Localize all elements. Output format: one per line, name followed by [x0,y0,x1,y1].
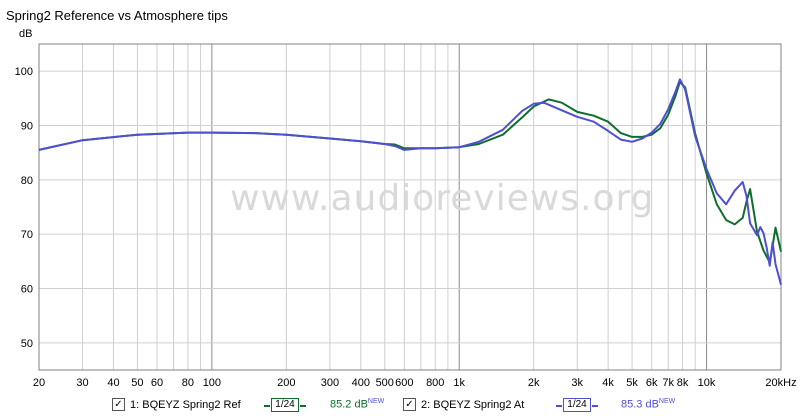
legend-item-1: ✓ 1: BQEYZ Spring2 Ref [112,398,241,411]
series-2-smoothing[interactable]: 1/24 [556,398,598,412]
legend-item-2: ✓ 2: BQEYZ Spring2 At [403,398,524,411]
series-2-level-value: 85.3 dBNEW [621,398,676,411]
y-tick-label: 80 [21,175,33,187]
y-tick-label: 90 [21,121,33,133]
x-tick-label: 500 [376,377,394,389]
y-tick-label: 70 [21,229,33,241]
x-tick-label: 10k [698,377,716,389]
series-2-smoothing-value: 1/24 [563,398,591,412]
x-tick-label: 4k [602,377,614,389]
series-2-label: 2: BQEYZ Spring2 At [421,398,525,411]
watermark-text: www.audioreviews.org [230,178,655,219]
series-2-new-tag: NEW [658,398,676,405]
series-1-smoothing[interactable]: 1/24 [264,398,306,412]
series-1-line-swatch-left [264,405,270,407]
x-tick-label: 40 [107,377,119,389]
y-axis-label: dB [19,28,33,40]
x-tick-label: 50 [131,377,143,389]
x-tick-label: 1k [453,377,465,389]
series-1-smoothing-value: 1/24 [271,398,299,412]
axis-tick-labels: 50 60 70 80 90 100 20 30 40 50 60 80 100 200 300 400 500… [15,66,797,389]
chart-title: Spring2 Reference vs Atmosphere tips [6,8,228,23]
x-tick-label: 7k [662,377,674,389]
x-tick-label: 30 [76,377,88,389]
x-tick-label: 8k [677,377,689,389]
series-1-line-swatch-right [300,405,306,407]
x-tick-label: 3k [571,377,583,389]
series-line-1 [38,81,782,264]
series-2-level: 85.3 dBNEW [621,398,675,411]
series-1-smoothing-symbol: 1/24 [264,398,306,412]
series-1-label: 1: BQEYZ Spring2 Ref [130,398,241,411]
grid-lines [38,44,782,370]
y-tick-label: 50 [21,338,33,350]
series-2-smoothing-symbol: 1/24 [556,398,598,412]
series-2-line-swatch-right [592,405,598,407]
x-tick-label: 600 [395,377,413,389]
x-tick-label: 2k [528,377,540,389]
plot-frame [38,43,782,371]
series-line-2 [38,78,782,285]
x-tick-label: 100 [203,377,221,389]
series-1-level-value: 85.2 dBNEW [330,398,385,411]
series-2-checkbox[interactable]: ✓ [403,398,416,411]
x-tick-label: 300 [321,377,339,389]
x-tick-label: 6k [646,377,658,389]
x-tick-label: 200 [277,377,295,389]
x-tick-label: 400 [352,377,370,389]
legend: ✓ 1: BQEYZ Spring2 Ref 1/24 85.2 dBNEW ✓… [0,396,800,416]
y-tick-label: 60 [21,284,33,296]
series-lines [38,78,782,285]
x-tick-label: 5k [626,377,638,389]
x-tick-label: 80 [182,377,194,389]
y-tick-label: 100 [15,66,33,78]
series-2-line-swatch-left [556,405,562,407]
x-tick-label: 20 [33,377,45,389]
x-tick-label: 800 [426,377,444,389]
x-tick-label: 60 [151,377,163,389]
series-1-new-tag: NEW [367,398,385,405]
x-tick-label: 20kHz [765,377,796,389]
series-1-level: 85.2 dBNEW [330,398,384,411]
series-1-checkbox[interactable]: ✓ [112,398,125,411]
